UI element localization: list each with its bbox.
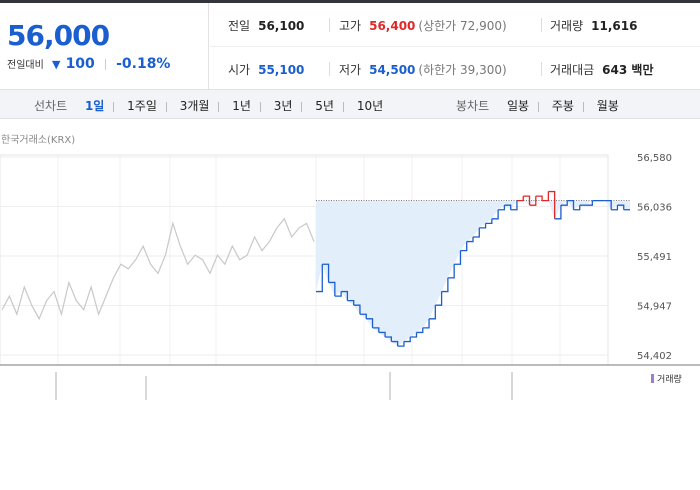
today-line-segment <box>359 313 367 319</box>
today-line-segment <box>548 190 556 219</box>
stats-row-divider <box>210 46 700 47</box>
today-line-segment <box>535 195 543 201</box>
down-triangle-icon: ▼ <box>51 58 61 71</box>
today-line-segment <box>403 337 411 343</box>
today-line-segment <box>611 205 619 211</box>
tab-5y[interactable]: 5년 <box>315 99 334 113</box>
change-row: 전일대비 ▼ 100 -0.18% <box>7 56 170 72</box>
today-line-segment <box>560 200 568 206</box>
volume-bars <box>55 372 513 400</box>
today-line-segment <box>378 331 386 337</box>
plot-area <box>0 154 609 366</box>
price-chart: 56,580 56,036 55,491 54,947 54,402 <box>0 145 700 404</box>
y-tick-label: 54,947 <box>637 302 672 313</box>
current-price: 56,000 <box>7 19 110 52</box>
stat-divider <box>541 18 542 32</box>
stat-divider <box>541 62 542 76</box>
today-line-segment <box>385 336 393 342</box>
today-line-segment <box>341 290 349 301</box>
today-line-segment <box>447 264 455 279</box>
today-line-segment <box>429 305 436 320</box>
today-line-segment <box>322 263 330 283</box>
today-line-segment <box>498 205 506 211</box>
today-line-segment <box>491 209 499 220</box>
today-line-segment <box>510 200 518 211</box>
today-line-segment <box>504 204 512 210</box>
today-fill-area <box>316 200 630 347</box>
stat-divider <box>329 62 330 76</box>
stat-low: 저가 54,500 (하한가 39,300) <box>339 63 507 77</box>
candle-chart-label: 봉차트 <box>456 99 490 113</box>
today-line-segment <box>334 291 342 297</box>
stat-high: 고가 56,400 (상한가 72,900) <box>339 19 507 33</box>
y-tick-label: 55,491 <box>637 252 672 263</box>
today-line-segment <box>466 237 474 243</box>
y-axis-ticks: 56,580 56,036 55,491 54,947 54,402 <box>637 153 672 362</box>
today-line-segment <box>479 223 487 229</box>
tab-10y[interactable]: 10년 <box>356 99 384 113</box>
today-line-segment <box>604 199 612 210</box>
today-line-segment <box>554 205 562 220</box>
today-line-segment <box>573 205 581 211</box>
period-tabbar: 선차트 1일 1주일 3개월 1년 3년 5년 10년 봉차트 일봉 주봉 월봉 <box>0 89 700 119</box>
volume-swatch <box>651 374 654 383</box>
y-tick-label: 56,036 <box>637 203 672 214</box>
change-value: 100 <box>65 56 95 72</box>
today-line-segment <box>529 196 537 206</box>
tab-3m[interactable]: 3개월 <box>179 99 210 113</box>
today-line-segment <box>542 191 550 202</box>
today-line-segment <box>328 281 336 297</box>
y-tick-label: 56,580 <box>637 153 672 164</box>
today-line-segment <box>316 264 323 293</box>
today-line-segment <box>617 204 625 210</box>
tab-monthly-candle[interactable]: 월봉 <box>596 99 619 113</box>
today-line-segment <box>516 196 524 202</box>
change-separator <box>104 59 106 70</box>
change-rate: -0.18% <box>116 56 171 72</box>
stat-prev-close: 전일 56,100 <box>228 19 305 33</box>
today-line-segment <box>397 341 405 347</box>
stat-volume: 거래량 11,616 <box>550 19 638 33</box>
today-line-segment <box>586 200 593 206</box>
tab-1d[interactable]: 1일 <box>84 99 105 113</box>
today-line-segment <box>353 304 361 315</box>
price-box: 56,000 전일대비 ▼ 100 -0.18% <box>0 3 209 89</box>
stat-open: 시가 55,100 <box>228 63 305 77</box>
tab-1w[interactable]: 1주일 <box>127 99 157 113</box>
today-line-segment <box>372 327 380 333</box>
volume-legend-label: 거래량 <box>657 375 682 385</box>
quote-summary: 56,000 전일대비 ▼ 100 -0.18% 전일 56,100 고가 56,4… <box>0 0 700 89</box>
price-chart-svg: 56,580 56,036 55,491 54,947 54,402 <box>0 153 700 400</box>
line-chart-label: 선차트 <box>34 99 68 113</box>
today-line-segment <box>416 327 424 334</box>
y-tick-label: 54,402 <box>637 351 672 362</box>
today-line-segment <box>567 199 575 210</box>
tab-weekly-candle[interactable]: 주봉 <box>551 99 574 113</box>
today-line-segment <box>460 241 468 252</box>
volume-legend: 거래량 <box>651 372 682 385</box>
previous-day-line <box>1 217 315 321</box>
today-line-segment <box>441 277 449 293</box>
today-line-segment <box>391 340 399 347</box>
today-line-segment <box>422 318 430 329</box>
change-label: 전일대비 <box>7 60 44 71</box>
today-line-segment <box>347 299 355 306</box>
today-line-segment <box>410 332 418 338</box>
today-line-segment <box>473 227 480 238</box>
tab-daily-candle[interactable]: 일봉 <box>506 99 530 113</box>
stat-trade-value: 거래대금 643 백만 <box>550 63 654 77</box>
line-chart-tabs: 선차트 1일 1주일 3개월 1년 3년 5년 10년 <box>34 97 385 114</box>
today-line <box>316 190 630 347</box>
today-line-segment <box>523 195 531 206</box>
today-line-segment <box>366 318 374 328</box>
stat-divider <box>329 18 330 32</box>
today-line-segment <box>435 291 443 306</box>
tab-3y[interactable]: 3년 <box>273 99 293 113</box>
today-line-segment <box>454 250 462 265</box>
vertical-gridlines <box>57 155 561 365</box>
candle-chart-tabs: 봉차트 일봉 주봉 월봉 <box>456 97 621 114</box>
tab-1y[interactable]: 1년 <box>232 99 251 113</box>
data-source-label: 한국거래소(KRX) <box>1 135 76 146</box>
today-line-segment <box>485 218 493 225</box>
